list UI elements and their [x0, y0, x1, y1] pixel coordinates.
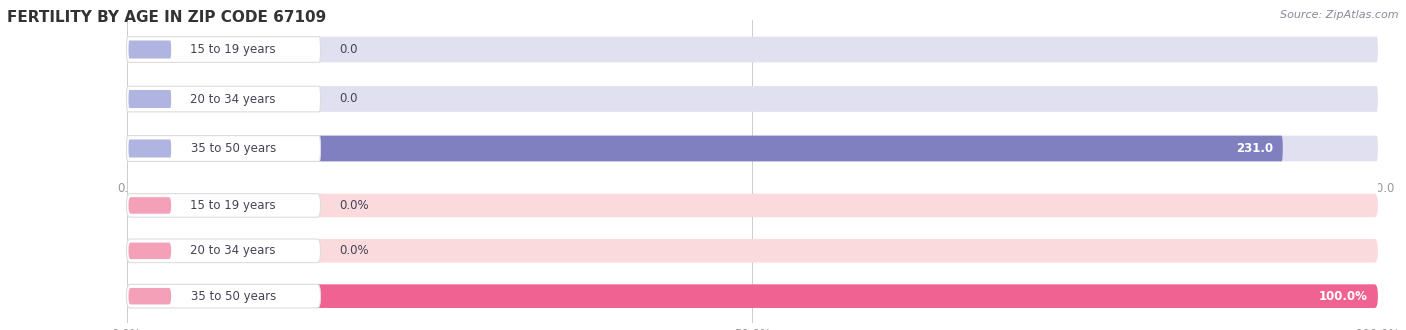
FancyBboxPatch shape: [127, 239, 321, 263]
FancyBboxPatch shape: [128, 197, 172, 214]
FancyBboxPatch shape: [127, 284, 1378, 308]
Text: 20 to 34 years: 20 to 34 years: [190, 92, 276, 106]
FancyBboxPatch shape: [127, 284, 1378, 308]
Text: 0.0%: 0.0%: [339, 199, 368, 212]
Text: Source: ZipAtlas.com: Source: ZipAtlas.com: [1281, 10, 1399, 20]
FancyBboxPatch shape: [127, 37, 321, 62]
FancyBboxPatch shape: [127, 284, 321, 308]
FancyBboxPatch shape: [128, 243, 172, 259]
Text: 15 to 19 years: 15 to 19 years: [190, 43, 276, 56]
FancyBboxPatch shape: [127, 86, 321, 112]
Text: 20 to 34 years: 20 to 34 years: [190, 244, 276, 257]
Text: 0.0%: 0.0%: [339, 244, 368, 257]
Text: 0.0: 0.0: [339, 92, 357, 106]
FancyBboxPatch shape: [127, 194, 1378, 217]
Text: 35 to 50 years: 35 to 50 years: [191, 290, 276, 303]
FancyBboxPatch shape: [127, 136, 1378, 161]
FancyBboxPatch shape: [128, 288, 172, 305]
Text: 231.0: 231.0: [1236, 142, 1272, 155]
Text: 15 to 19 years: 15 to 19 years: [190, 199, 276, 212]
Text: 35 to 50 years: 35 to 50 years: [191, 142, 276, 155]
FancyBboxPatch shape: [127, 37, 1378, 62]
Text: 100.0%: 100.0%: [1319, 290, 1368, 303]
FancyBboxPatch shape: [127, 239, 1378, 263]
FancyBboxPatch shape: [127, 86, 1378, 112]
Text: 0.0: 0.0: [339, 43, 357, 56]
FancyBboxPatch shape: [127, 136, 321, 161]
Text: FERTILITY BY AGE IN ZIP CODE 67109: FERTILITY BY AGE IN ZIP CODE 67109: [7, 10, 326, 25]
FancyBboxPatch shape: [128, 140, 172, 157]
FancyBboxPatch shape: [128, 90, 172, 108]
FancyBboxPatch shape: [127, 136, 1282, 161]
FancyBboxPatch shape: [128, 41, 172, 58]
FancyBboxPatch shape: [127, 194, 321, 217]
